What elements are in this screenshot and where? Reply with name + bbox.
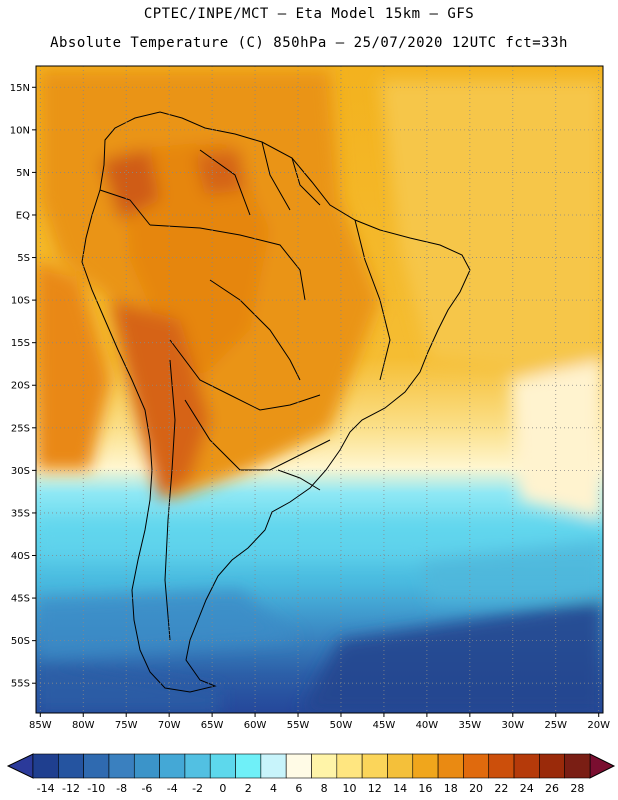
lat-tick-label: 45S [11, 594, 30, 605]
lat-tick-label: EQ [16, 210, 30, 221]
colorbar-label: 16 [418, 782, 432, 795]
colorbar-swatch [488, 753, 515, 779]
lat-tick-label: 15N [10, 83, 30, 94]
lat-tick-label: 50S [11, 636, 30, 647]
colorbar-swatch [235, 753, 262, 779]
lon-tick-label: 75W [115, 720, 138, 731]
colorbar-label: 6 [295, 782, 302, 795]
colorbar-swatch [260, 753, 287, 779]
colorbar-swatch [539, 753, 565, 779]
colorbar-swatch [437, 753, 464, 779]
lon-tick-label: 20W [587, 720, 610, 731]
colorbar-swatch [412, 753, 439, 779]
lon-tick-label: 50W [330, 720, 353, 731]
lon-tick-label: 60W [244, 720, 267, 731]
colorbar-swatch [513, 753, 540, 779]
lon-tick-label: 85W [29, 720, 52, 731]
map-frame [35, 65, 604, 714]
lon-tick-label: 70W [158, 720, 181, 731]
lat-tick-label: 15S [11, 338, 30, 349]
colorbar-label: -2 [192, 782, 203, 795]
colorbar-swatch [83, 753, 110, 779]
colorbar-label: 0 [219, 782, 226, 795]
colorbar-label: -12 [62, 782, 80, 795]
colorbar-swatch [108, 753, 135, 779]
lat-tick-label: 10N [10, 125, 30, 136]
colorbar-swatch [361, 753, 388, 779]
colorbar-over-arrow [589, 753, 616, 779]
colorbar-label: 20 [469, 782, 483, 795]
colorbar-label: -4 [167, 782, 178, 795]
lon-tick-label: 35W [459, 720, 482, 731]
map-title-line1: CPTEC/INPE/MCT – Eta Model 15km – GFS [143, 6, 475, 22]
colorbar-label: -8 [116, 782, 127, 795]
lat-tick-label: 35S [11, 508, 30, 519]
colorbar-swatch [159, 753, 186, 779]
colorbar-swatch [311, 753, 338, 779]
lon-tick-label: 65W [201, 720, 224, 731]
colorbar-label: 22 [494, 782, 508, 795]
lat-tick-label: 5S [17, 253, 30, 264]
coastlines-borders [81, 111, 471, 693]
lat-tick-label: 55S [11, 679, 30, 690]
lon-tick-label: 80W [72, 720, 95, 731]
colorbar-label: -14 [37, 782, 55, 795]
colorbar-label: 24 [520, 782, 534, 795]
map-title-line2: Absolute Temperature (C) 850hPa – 25/07/… [50, 35, 568, 51]
colorbar-label: 18 [444, 782, 458, 795]
colorbar-swatch [32, 753, 59, 779]
latitude-axis: 15N 10N 5N EQ 5S 10S 15S 20S 25S 30S 35S 40S 45S 50S 5… [10, 83, 36, 690]
lon-tick-label: 40W [416, 720, 439, 731]
colorbar-swatch [285, 753, 312, 779]
lon-tick-label: 25W [544, 720, 567, 731]
colorbar-label: -6 [141, 782, 152, 795]
colorbar-swatch [564, 753, 591, 779]
lon-tick-label: 30W [501, 720, 524, 731]
colorbar-under-arrow [6, 753, 34, 779]
temperature-field [36, 66, 603, 713]
longitude-axis: 85W 80W 75W 70W 65W 60W 55W 50W 45W 40W 35W 30W 25W 2… [29, 713, 610, 731]
colorbar-label: 12 [368, 782, 382, 795]
colorbar-label: 26 [545, 782, 559, 795]
colorbar-label: 10 [342, 782, 356, 795]
colorbar-swatch [463, 753, 490, 779]
colorbar-label: 14 [393, 782, 407, 795]
lon-tick-label: 55W [287, 720, 310, 731]
lat-tick-label: 30S [11, 466, 30, 477]
colorbar-label: 28 [570, 782, 584, 795]
colorbar-swatch [184, 753, 211, 779]
colorbar: -14 -12 -10 -8 -6 -4 -2 0 2 4 6 8 10 12 14 16 18 20 22 24 26… [6, 753, 616, 795]
colorbar-swatch [387, 753, 414, 779]
lat-tick-label: 5N [16, 168, 30, 179]
colorbar-swatch [58, 753, 84, 779]
colorbar-label: 8 [321, 782, 328, 795]
colorbar-swatch [133, 753, 160, 779]
colorbar-label: -10 [87, 782, 105, 795]
lat-tick-label: 40S [11, 551, 30, 562]
colorbar-swatch [209, 753, 236, 779]
colorbar-swatch [336, 753, 363, 779]
lat-tick-label: 20S [11, 381, 30, 392]
lat-tick-label: 10S [11, 296, 30, 307]
graticule [36, 66, 603, 713]
lon-tick-label: 45W [373, 720, 396, 731]
colorbar-label: 4 [270, 782, 277, 795]
colorbar-label: 2 [245, 782, 252, 795]
lat-tick-label: 25S [11, 423, 30, 434]
